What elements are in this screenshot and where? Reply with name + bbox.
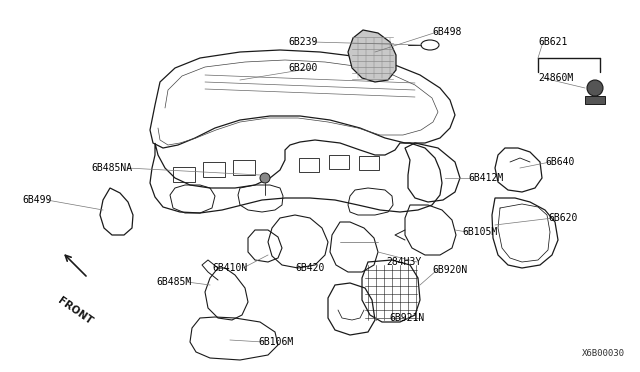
Text: 6B420: 6B420	[295, 263, 324, 273]
Text: 284H3Y: 284H3Y	[387, 257, 422, 267]
Circle shape	[587, 80, 603, 96]
Text: 6B485NA: 6B485NA	[91, 163, 132, 173]
Bar	[585, 96, 605, 104]
Text: 6B498: 6B498	[432, 27, 461, 37]
Text: 6B620: 6B620	[548, 213, 577, 223]
Text: FRONT: FRONT	[56, 295, 94, 326]
Text: 6B621: 6B621	[538, 37, 568, 47]
Text: 6B410N: 6B410N	[212, 263, 248, 273]
Text: 6B105M: 6B105M	[462, 227, 497, 237]
Text: 6B499: 6B499	[22, 195, 52, 205]
Text: 6B200: 6B200	[289, 63, 318, 73]
Text: 6B412M: 6B412M	[468, 173, 503, 183]
Text: 6B921N: 6B921N	[390, 313, 425, 323]
Text: X6B00030: X6B00030	[582, 349, 625, 358]
Circle shape	[260, 173, 270, 183]
Text: 6B239: 6B239	[289, 37, 318, 47]
Text: 6B920N: 6B920N	[432, 265, 467, 275]
Text: 6B106M: 6B106M	[258, 337, 293, 347]
Text: 6B640: 6B640	[545, 157, 574, 167]
Text: 6B485M: 6B485M	[157, 277, 192, 287]
Text: 24860M: 24860M	[538, 73, 573, 83]
Polygon shape	[348, 30, 396, 82]
